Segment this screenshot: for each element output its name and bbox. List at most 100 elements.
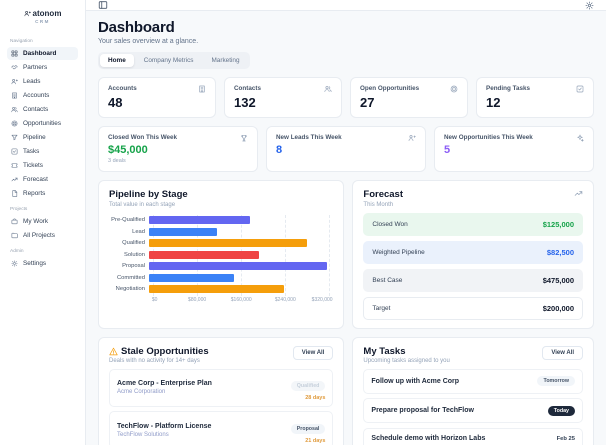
check-square-icon (11, 148, 18, 155)
sidebar-item-partners[interactable]: Partners (7, 61, 78, 74)
sidebar-item-opportunities[interactable]: Opportunities (7, 117, 78, 130)
kpi-row: Accounts 48 Contacts 132 Open Opportunities 2… (98, 77, 594, 118)
task-item[interactable]: Prepare proposal for TechFlow Today (363, 398, 583, 423)
task-item[interactable]: Follow up with Acme Corp Tomorrow (363, 368, 583, 394)
sidebar: atonom CRM Navigation Dashboard Partners Le… (0, 0, 86, 445)
folder-icon (11, 232, 18, 239)
sidebar-item-pipeline[interactable]: Pipeline (7, 131, 78, 144)
sidebar-item-tasks[interactable]: Tasks (7, 145, 78, 158)
task-due-badge: Tomorrow (537, 376, 575, 386)
tab-home[interactable]: Home (100, 54, 134, 67)
main-area: Dashboard Your sales overview at a glanc… (86, 0, 606, 445)
document-icon (11, 190, 18, 197)
tab-company-metrics[interactable]: Company Metrics (143, 57, 194, 64)
kpi-card-open-opportunities: Open Opportunities 27 (350, 77, 468, 118)
forecast-row-weighted-pipeline: Weighted Pipeline $82,500 (363, 240, 583, 264)
kpi-label: Contacts (234, 85, 261, 92)
week-card-closed-won-this-week: Closed Won This Week $45,000 3 deals (98, 126, 258, 172)
sidebar-item-settings[interactable]: Settings (7, 257, 78, 270)
stale-opportunity-item[interactable]: TechFlow - Platform License TechFlow Solu… (109, 411, 334, 445)
sidebar-item-my-work[interactable]: My Work (7, 215, 78, 228)
stale-list: Acme Corp - Enterprise Plan Acme Corporat… (109, 368, 334, 445)
chart-category-label: Pre-Qualified (111, 217, 145, 224)
sidebar-item-tickets[interactable]: Tickets (7, 159, 78, 172)
kpi-value: 48 (108, 95, 123, 110)
week-card-label: New Opportunities This Week (444, 134, 533, 141)
sidebar-item-label: Contacts (23, 106, 49, 113)
chart-category-label: Qualified (122, 240, 145, 247)
tab-marketing[interactable]: Marketing (211, 57, 240, 64)
kpi-value: 132 (234, 95, 256, 110)
brand: atonom CRM (7, 7, 78, 32)
task-item[interactable]: Schedule demo with Horizon Labs Feb 25 (363, 427, 583, 445)
sidebar-item-label: Partners (23, 64, 48, 71)
tasks-view-all-button[interactable]: View All (542, 345, 583, 360)
stage-badge: Qualified (290, 381, 326, 391)
pipeline-chart: Pre-Qualified Lead Qualified Solution Propos… (109, 214, 333, 307)
sidebar-item-label: My Work (23, 218, 49, 225)
forecast-title: Forecast (363, 189, 404, 200)
week-card-value: 5 (444, 144, 451, 156)
chart-category-label: Proposal (122, 263, 145, 270)
task-label: Prepare proposal for TechFlow (371, 407, 474, 414)
forecast-label: Best Case (372, 276, 403, 284)
sidebar-item-accounts[interactable]: Accounts (7, 89, 78, 102)
sidebar-section-label: Admin (10, 249, 24, 254)
stale-opportunities-panel: Stale Opportunities Deals with no activi… (98, 336, 345, 445)
users-icon (11, 106, 18, 113)
ticket-icon (11, 162, 18, 169)
target-icon (450, 85, 458, 93)
funnel-icon (11, 134, 18, 141)
grid-icon (11, 50, 18, 57)
sidebar-item-label: All Projects (23, 232, 55, 239)
forecast-value: $475,000 (542, 275, 574, 285)
building-icon (198, 85, 206, 93)
chart-bar (149, 250, 259, 259)
opportunity-company: TechFlow Solutions (117, 431, 169, 438)
sidebar-item-forecast[interactable]: Forecast (7, 173, 78, 186)
kpi-value: 12 (486, 95, 501, 110)
chart-bar (149, 239, 307, 248)
topbar (86, 0, 606, 11)
tasks-title: My Tasks (363, 345, 406, 357)
chart-category-label: Lead (132, 228, 145, 235)
tasks-subtitle: Upcoming tasks assigned to you (363, 358, 450, 364)
opportunity-name: Acme Corp - Enterprise Plan (117, 380, 212, 387)
chart-category-label: Solution (124, 251, 145, 258)
sidebar-item-dashboard[interactable]: Dashboard (7, 47, 78, 60)
chart-row-pre-qualified: Pre-Qualified (109, 215, 333, 227)
sidebar-toggle-icon[interactable] (98, 0, 108, 10)
content: Dashboard Your sales overview at a glanc… (86, 11, 606, 445)
brand-name: atonom (32, 9, 62, 18)
week-card-sub: 3 deals (108, 158, 126, 164)
sparkles-icon (576, 134, 584, 142)
sidebar-item-all-projects[interactable]: All Projects (7, 229, 78, 242)
week-card-value: $45,000 (108, 144, 148, 156)
sidebar-item-label: Forecast (23, 176, 48, 183)
forecast-panel: Forecast This Month Closed Won $125,000 We… (352, 180, 594, 329)
forecast-subtitle: This Month (363, 201, 394, 208)
sidebar-section-label: Navigation (10, 39, 33, 44)
my-tasks-panel: My Tasks Upcoming tasks assigned to you … (352, 336, 594, 445)
sidebar-item-label: Tasks (23, 148, 40, 155)
chart-bar (149, 227, 217, 236)
sidebar-item-contacts[interactable]: Contacts (7, 103, 78, 116)
task-list: Follow up with Acme Corp Tomorrow Prepare … (363, 368, 583, 445)
stale-title: Stale Opportunities (121, 345, 209, 357)
warning-icon (109, 347, 118, 356)
chart-row-negotiation: Negotiation (109, 284, 333, 296)
stale-opportunity-item[interactable]: Acme Corp - Enterprise Plan Acme Corporat… (109, 368, 334, 407)
page-subtitle: Your sales overview at a glance. (98, 38, 199, 45)
sidebar-item-reports[interactable]: Reports (7, 187, 78, 200)
stale-view-all-button[interactable]: View All (292, 345, 334, 360)
opportunity-name: TechFlow - Platform License (117, 422, 212, 430)
task-label: Schedule demo with Horizon Labs (371, 435, 486, 442)
settings-icon[interactable] (585, 1, 594, 10)
kpi-label: Pending Tasks (486, 85, 530, 92)
sidebar-item-label: Accounts (23, 92, 50, 99)
kpi-card-contacts: Contacts 132 (224, 77, 342, 118)
pipeline-title: Pipeline by Stage (109, 189, 188, 200)
sidebar-item-leads[interactable]: Leads (7, 75, 78, 88)
week-card-new-leads-this-week: New Leads This Week 8 (266, 126, 426, 172)
kpi-value: 27 (360, 95, 375, 110)
